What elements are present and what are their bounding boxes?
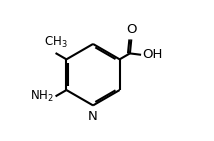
- Text: O: O: [126, 23, 137, 36]
- Text: N: N: [88, 110, 98, 123]
- Text: OH: OH: [142, 48, 162, 61]
- Text: NH$_2$: NH$_2$: [30, 89, 54, 104]
- Text: CH$_3$: CH$_3$: [44, 35, 67, 50]
